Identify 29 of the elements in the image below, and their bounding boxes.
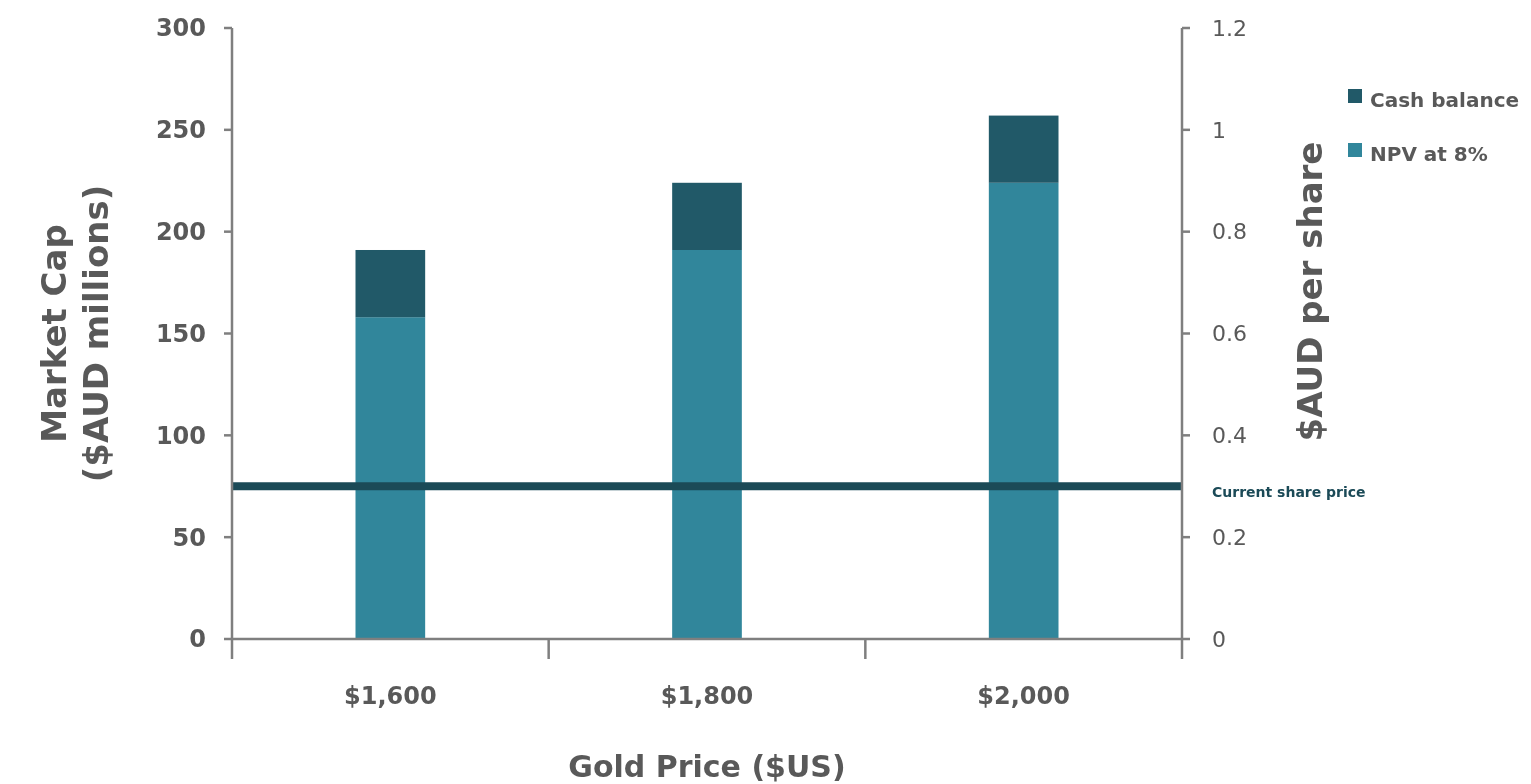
y2-tick-label: 1 (1212, 117, 1226, 143)
y-tick-label: 250 (155, 116, 206, 145)
y2-tick-label: 0.4 (1212, 423, 1247, 449)
y-tick-label: 0 (189, 625, 206, 654)
bar (672, 182, 742, 250)
x-tick-label: $1,800 (660, 682, 754, 710)
legend-label: NPV at 8% (1370, 142, 1488, 166)
y-tick-label: 200 (155, 218, 206, 247)
bar (355, 250, 426, 318)
x-axis-title: Gold Price ($US) (568, 749, 846, 784)
x-tick-label: $2,000 (977, 682, 1070, 710)
y-tick-label: 150 (155, 319, 206, 348)
y2-tick-label: 0.8 (1212, 219, 1247, 245)
bar (672, 250, 742, 639)
y-tick-label: 300 (155, 14, 206, 43)
y-axis-title: Market Cap ($AUD millions) (34, 184, 116, 483)
y2-axis-title: $AUD per share (1290, 141, 1330, 442)
legend-label: Cash balance (1370, 88, 1520, 112)
bar (988, 115, 1059, 183)
bar (355, 317, 426, 639)
y-tick-label: 50 (172, 523, 206, 552)
y2-tick-label: 0.2 (1212, 524, 1247, 550)
y2-tick-label: 0 (1212, 626, 1226, 652)
y2-tick-label: 0.6 (1212, 321, 1247, 347)
y-tick-label: 100 (155, 421, 206, 450)
y2-tick-label: 1.2 (1212, 15, 1247, 41)
ref-line-label: Current share price (1212, 484, 1366, 501)
bar (988, 182, 1059, 639)
x-tick-label: $1,600 (344, 682, 437, 710)
